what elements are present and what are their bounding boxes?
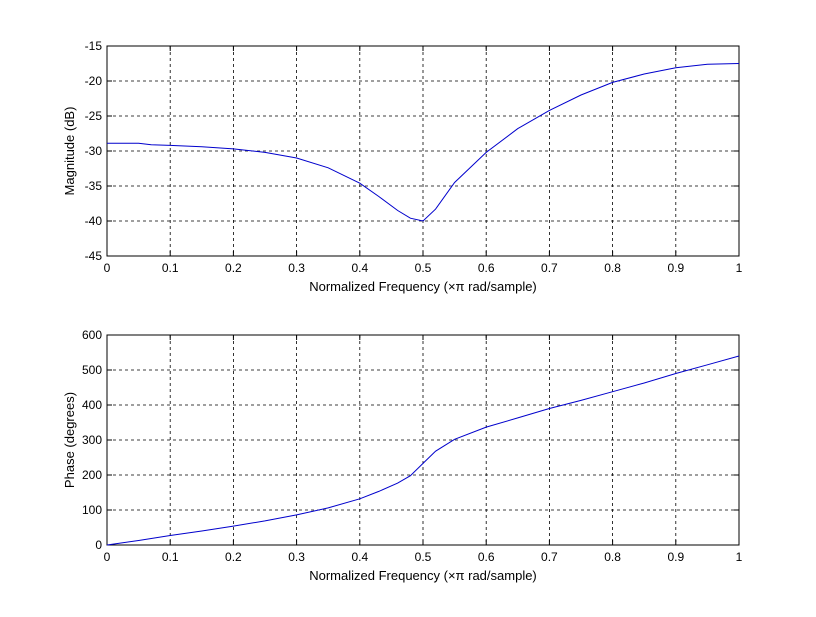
phase-y-tick-label: 200 xyxy=(82,468,102,482)
phase-y-tick-label: 0 xyxy=(95,538,102,552)
phase-x-tick-label: 0.1 xyxy=(162,550,179,564)
phase-y-tick-label: 500 xyxy=(82,363,102,377)
magnitude-x-tick-label: 0.4 xyxy=(351,261,368,275)
phase-x-tick-label: 0.7 xyxy=(541,550,558,564)
magnitude-y-tick-label: -30 xyxy=(85,144,103,158)
magnitude-x-tick-label: 0.9 xyxy=(667,261,684,275)
magnitude-series-line xyxy=(107,63,740,222)
magnitude-y-tick-label: -15 xyxy=(85,39,103,53)
phase-x-tick-label: 0.8 xyxy=(604,550,621,564)
magnitude-y-tick-label: -20 xyxy=(85,74,103,88)
magnitude-plot: 0 0.1 0.2 0.3 0.4 0.5 0.6 0.7 0.8 0.9 1 -45 -40 -35 -3… xyxy=(62,39,743,294)
magnitude-x-tick-label: 0.8 xyxy=(604,261,621,275)
phase-y-tick-label: 600 xyxy=(82,328,102,342)
magnitude-y-tick-label: -45 xyxy=(85,249,103,263)
phase-x-tick-label: 0.2 xyxy=(225,550,242,564)
phase-x-tick-label: 0.3 xyxy=(288,550,305,564)
phase-x-tick-label: 0.5 xyxy=(415,550,432,564)
magnitude-y-tick-label: -25 xyxy=(85,109,103,123)
magnitude-x-tick-label: 0.3 xyxy=(288,261,305,275)
magnitude-x-tick-label: 0.1 xyxy=(162,261,179,275)
magnitude-x-axis-label: Normalized Frequency (×π rad/sample) xyxy=(309,279,537,294)
magnitude-x-tick-label: 0.7 xyxy=(541,261,558,275)
magnitude-x-tick-label: 0.6 xyxy=(478,261,495,275)
phase-x-tick-label: 1 xyxy=(736,550,743,564)
phase-x-tick-label: 0.9 xyxy=(667,550,684,564)
phase-x-tick-label: 0.6 xyxy=(478,550,495,564)
magnitude-y-axis-label: Magnitude (dB) xyxy=(62,107,77,196)
phase-x-tick-label: 0.4 xyxy=(351,550,368,564)
magnitude-y-tick-label: -35 xyxy=(85,179,103,193)
magnitude-x-tick-label: 0.2 xyxy=(225,261,242,275)
magnitude-x-tick-label: 0.5 xyxy=(415,261,432,275)
phase-y-axis-label: Phase (degrees) xyxy=(62,392,77,488)
magnitude-x-tick-label: 1 xyxy=(736,261,743,275)
phase-plot: 0 0.1 0.2 0.3 0.4 0.5 0.6 0.7 0.8 0.9 1 0 100 200 300 4… xyxy=(62,328,743,583)
phase-series-line xyxy=(106,355,740,546)
phase-x-tick-label: 0 xyxy=(104,550,111,564)
phase-y-tick-label: 100 xyxy=(82,503,102,517)
phase-y-tick-label: 300 xyxy=(82,433,102,447)
magnitude-x-tick-label: 0 xyxy=(104,261,111,275)
phase-x-axis-label: Normalized Frequency (×π rad/sample) xyxy=(309,568,537,583)
magnitude-y-tick-label: -40 xyxy=(85,214,103,228)
phase-y-tick-label: 400 xyxy=(82,398,102,412)
